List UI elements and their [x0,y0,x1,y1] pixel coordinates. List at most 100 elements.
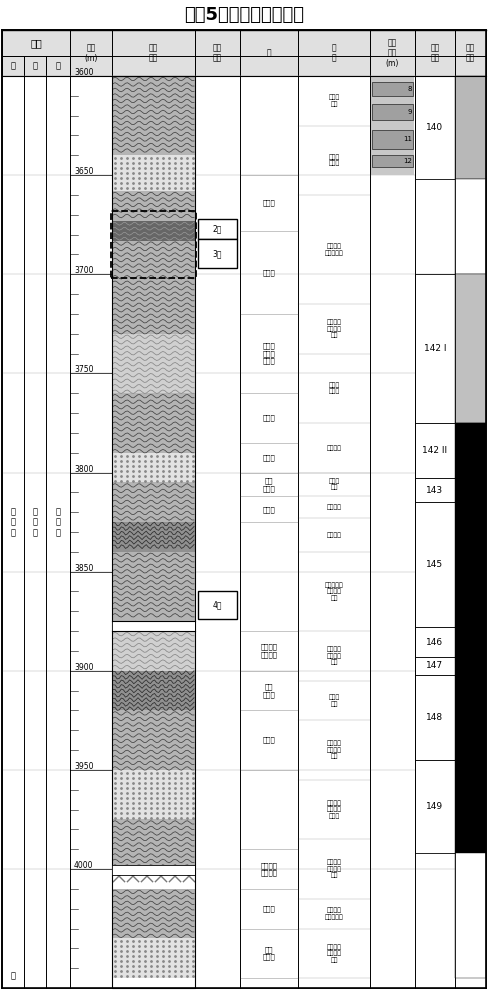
Text: 爆发相: 爆发相 [263,415,275,421]
Text: 140: 140 [487,125,488,131]
Bar [112,191,195,221]
Text: 喷溢相: 喷溢相 [263,506,275,513]
Bar [112,671,195,710]
Bar [372,155,413,167]
Text: 3850: 3850 [74,564,93,573]
Bar [455,76,486,988]
Bar [455,274,486,423]
Bar [112,482,195,522]
Bar [195,30,240,76]
Text: 火山通道
和侵出相: 火山通道 和侵出相 [261,862,278,876]
Text: 沙: 沙 [11,972,16,981]
Text: 9: 9 [407,109,412,115]
Bar [415,478,455,502]
Bar [112,522,195,552]
Text: 147: 147 [487,663,488,669]
Bar [298,30,370,76]
Text: 2筒: 2筒 [213,224,222,233]
Text: 有效
厚度
(m): 有效 厚度 (m) [386,38,399,68]
Text: 喷溢相: 喷溢相 [263,454,275,461]
Text: 3750: 3750 [74,365,94,374]
Bar [415,657,455,675]
Bar [455,478,486,502]
Text: 热碎屑流
亚相和空
落亚相: 热碎屑流 亚相和空 落亚相 [326,800,342,819]
Text: 热碎屑流亚
相夹空落
亚相: 热碎屑流亚 相夹空落 亚相 [325,582,344,601]
Bar [455,179,486,274]
Text: 149: 149 [487,804,488,810]
Bar [112,76,195,155]
Bar [24,56,46,76]
Text: 热基浪亚
相夹空落
亚相: 热基浪亚 相夹空落 亚相 [326,741,342,759]
Bar [112,621,195,631]
Bar [70,76,112,988]
Text: 3800: 3800 [74,465,93,474]
Bar [415,76,455,988]
Bar [455,675,486,760]
Bar [455,76,486,179]
Bar [415,76,455,179]
Bar [370,30,415,76]
Text: 3筒: 3筒 [213,249,222,258]
Bar [112,770,195,819]
Bar [455,30,486,76]
Text: 142: 142 [487,448,488,454]
Bar [415,760,455,853]
Bar [112,938,195,978]
Text: 142: 142 [487,346,488,352]
Bar [112,865,195,875]
Text: 相: 相 [266,48,271,57]
Bar [112,819,195,869]
Text: 地层: 地层 [30,38,42,48]
Bar [198,591,237,619]
Bar [298,76,370,988]
Bar [415,423,455,478]
Bar [112,393,195,453]
Bar [455,853,486,978]
Text: 火山
通道相: 火山 通道相 [263,946,275,960]
Text: 深度
(m): 深度 (m) [84,43,98,63]
Bar [112,76,195,988]
Bar [112,552,195,621]
Text: 火山溅
亚相: 火山溅 亚相 [328,478,340,490]
Text: 综合
解释: 综合 解释 [466,43,475,63]
Bar [24,76,46,988]
Bar [415,274,455,423]
Bar [112,334,195,393]
Bar [372,82,413,96]
Bar [415,627,455,657]
Text: 145: 145 [427,560,444,569]
Text: 解释
层号: 解释 层号 [430,43,440,63]
Bar [240,76,298,988]
Text: 8: 8 [407,86,412,92]
Text: 142 II: 142 II [423,446,447,455]
Text: 下部亚相: 下部亚相 [326,504,342,510]
Text: 火山溅亚
相和内带
亚相: 火山溅亚 相和内带 亚相 [326,647,342,665]
Text: 3900: 3900 [74,663,94,672]
Bar [2,30,70,56]
Text: 下部亚相: 下部亚相 [326,445,342,451]
Text: 146: 146 [487,639,488,645]
Bar [112,274,195,334]
Bar [415,502,455,627]
Text: 热碎屑
流亚相: 热碎屑 流亚相 [328,382,340,394]
Text: 143: 143 [487,487,488,493]
Text: 中部亚相
和上部亚相: 中部亚相 和上部亚相 [325,243,344,256]
Bar [195,76,240,988]
Text: 爆发相: 爆发相 [263,200,275,206]
Bar [2,76,24,988]
Text: 白
垩
系: 白 垩 系 [11,507,16,537]
Text: 146: 146 [427,638,444,647]
Bar [372,104,413,120]
Bar [46,56,70,76]
Text: 4筒: 4筒 [213,601,222,610]
Bar [112,155,195,191]
Bar [198,239,237,268]
Bar [372,130,413,149]
Text: 营
城
组: 营 城 组 [33,507,38,537]
Bar [2,56,24,76]
Text: 3700: 3700 [74,266,94,275]
Bar [112,710,195,770]
Text: 段: 段 [56,62,61,70]
Text: 143: 143 [427,486,444,495]
Text: 火山溅
亚相: 火山溅 亚相 [328,694,340,707]
